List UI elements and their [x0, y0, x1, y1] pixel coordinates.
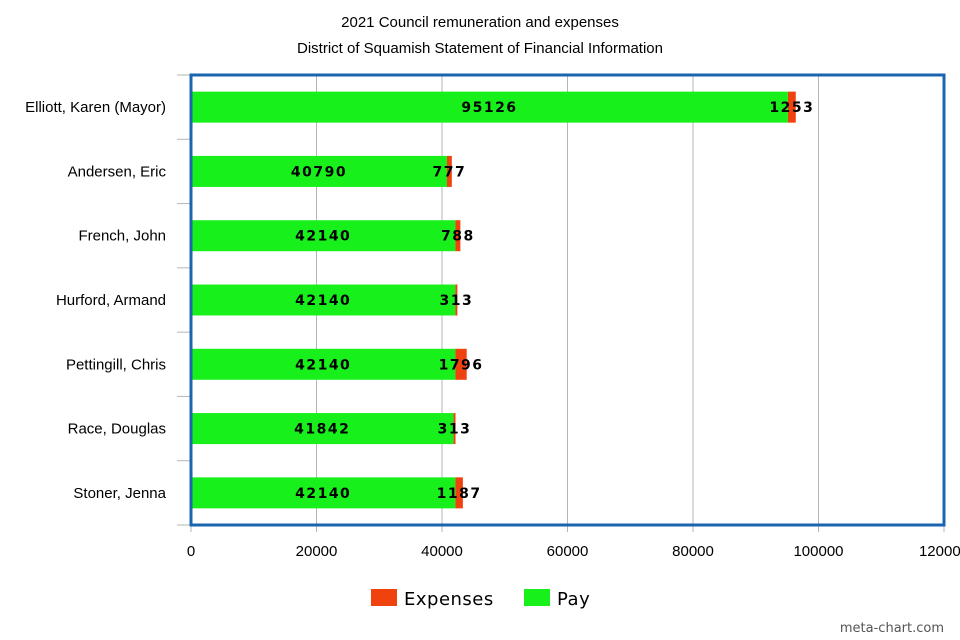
- bar-pay: [191, 220, 456, 252]
- category-labels: Elliott, Karen (Mayor) Andersen, Eric Fren…: [25, 99, 167, 502]
- bar-expenses: [455, 220, 461, 252]
- category-label: Stoner, Jenna: [73, 485, 166, 502]
- bar-expenses: [455, 477, 463, 509]
- bar-expenses: [455, 348, 467, 380]
- bar-pay: [191, 413, 454, 445]
- x-tick-label: 40000: [421, 543, 463, 560]
- legend-swatch: [371, 589, 397, 606]
- legend-label: Pay: [557, 589, 590, 610]
- bar-pay: [191, 348, 456, 380]
- data-label-expenses: 313: [438, 422, 472, 438]
- legend: Expenses Pay: [371, 589, 590, 610]
- data-label-expenses: 313: [440, 293, 474, 309]
- bar-expenses: [455, 284, 458, 316]
- data-label-expenses: 788: [441, 229, 475, 245]
- bars: [191, 91, 796, 509]
- category-label: Hurford, Armand: [56, 292, 166, 309]
- x-tick-label: 60000: [547, 543, 589, 560]
- data-label-pay: 42140: [295, 293, 351, 309]
- data-label-pay: 42140: [295, 229, 351, 245]
- bar-pay: [191, 155, 447, 187]
- data-label-expenses: 1187: [437, 486, 482, 502]
- data-label-pay: 40790: [291, 164, 347, 180]
- category-label: Pettingill, Chris: [66, 356, 166, 373]
- data-label-pay: 42140: [295, 357, 351, 373]
- data-label-expenses: 1253: [769, 100, 814, 116]
- bar-expenses: [787, 91, 796, 123]
- legend-swatch: [524, 589, 550, 606]
- data-label-pay: 42140: [295, 486, 351, 502]
- bar-pay: [191, 477, 456, 509]
- category-label: Elliott, Karen (Mayor): [25, 99, 166, 116]
- chart-subtitle: District of Squamish Statement of Financ…: [297, 40, 663, 57]
- data-labels: 95126 1253 40790 777 42140 788 42140 313 42140 17…: [291, 100, 814, 502]
- bar-pay: [191, 91, 788, 123]
- watermark: meta-chart.com: [840, 621, 944, 636]
- x-tick-label: 80000: [672, 543, 714, 560]
- x-tick-label: 100000: [793, 543, 843, 560]
- category-label: French, John: [78, 228, 166, 245]
- x-tick-labels: 0 20000 40000 60000 80000 100000 120000: [187, 543, 960, 560]
- chart-title: 2021 Council remuneration and expenses: [341, 14, 619, 31]
- data-label-pay: 95126: [461, 100, 517, 116]
- x-tick-label: 120000: [919, 543, 960, 560]
- bar-expenses: [453, 413, 456, 445]
- x-tick-label: 0: [187, 543, 195, 560]
- bar-pay: [191, 284, 456, 316]
- category-label: Race, Douglas: [68, 421, 166, 438]
- x-tick-label: 20000: [296, 543, 338, 560]
- bar-expenses: [446, 155, 452, 187]
- category-label: Andersen, Eric: [68, 163, 167, 180]
- data-label-expenses: 777: [433, 164, 467, 180]
- plot-frame: [189, 73, 946, 527]
- data-label-pay: 41842: [294, 422, 350, 438]
- data-label-expenses: 1796: [439, 357, 484, 373]
- legend-label: Expenses: [404, 589, 494, 610]
